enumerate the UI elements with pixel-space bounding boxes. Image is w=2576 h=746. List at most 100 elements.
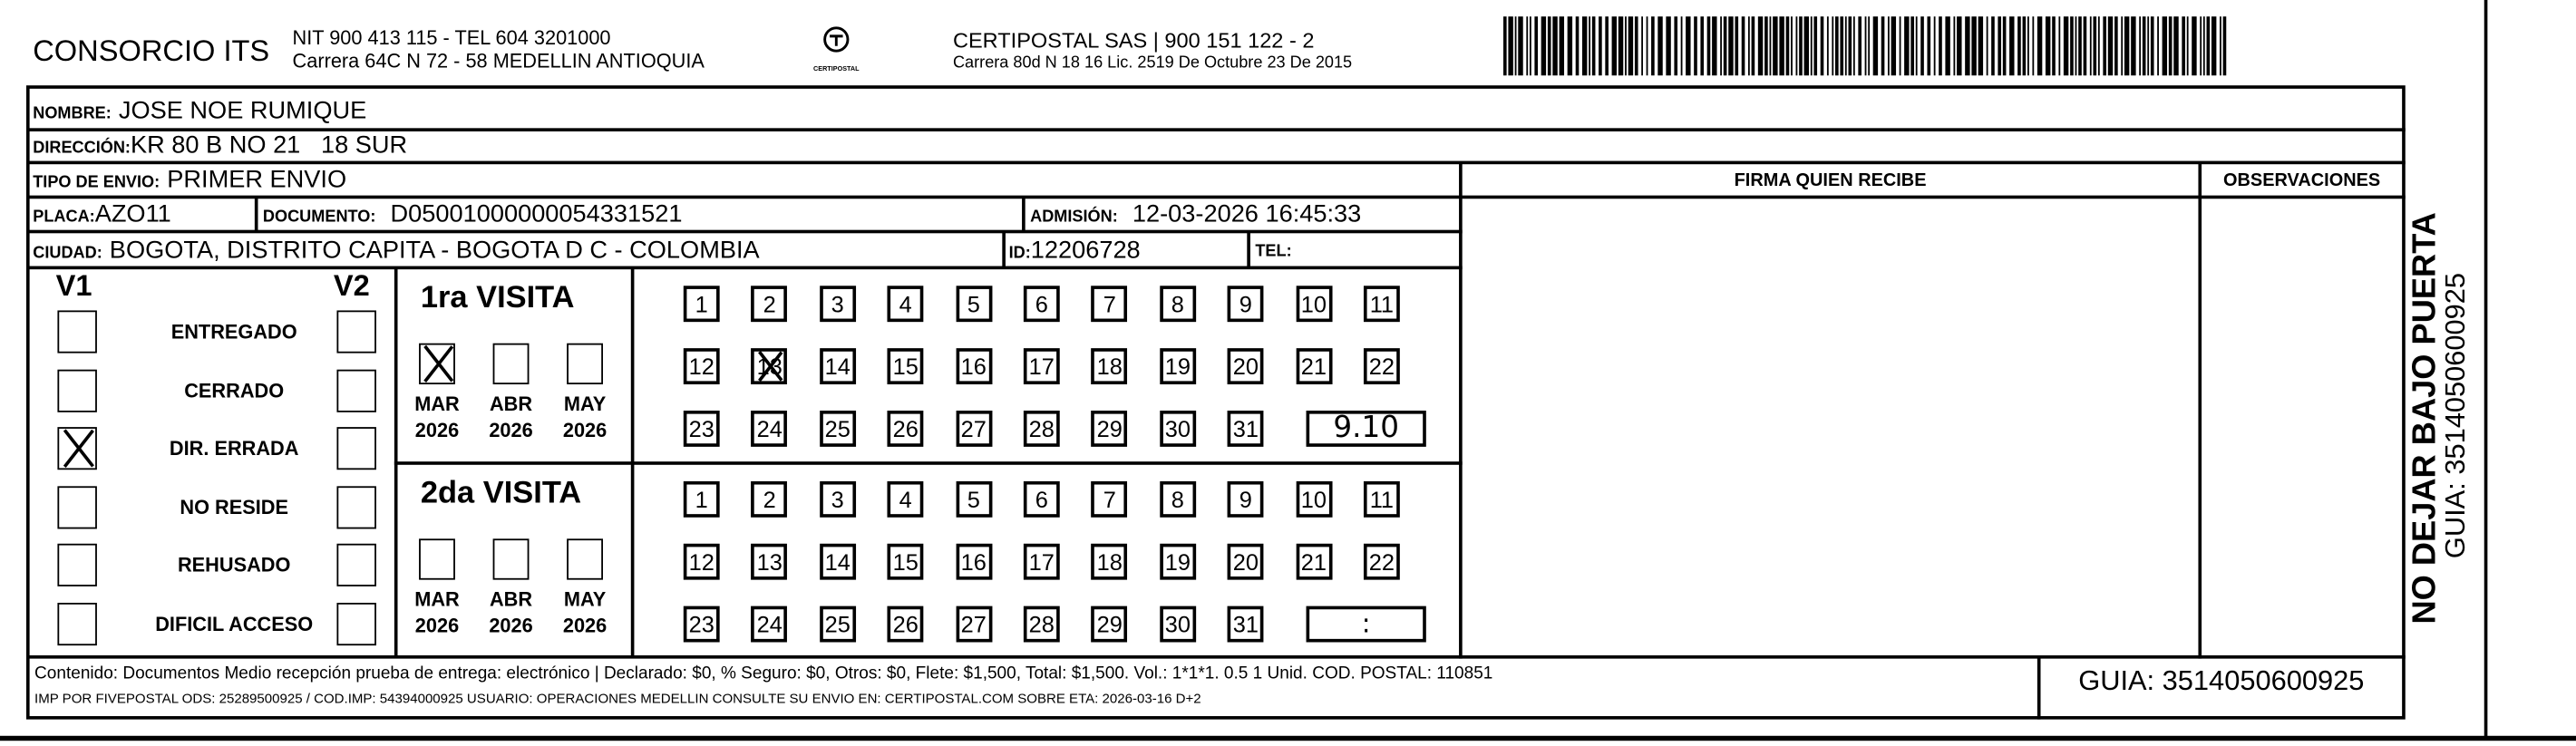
barcode-bar: [1832, 16, 1834, 76]
day-box[interactable]: 6: [1023, 286, 1060, 323]
barcode-bar: [1526, 16, 1529, 76]
day-box[interactable]: 16: [955, 348, 992, 385]
day-box[interactable]: 25: [819, 606, 856, 643]
day-box[interactable]: 27: [955, 606, 992, 643]
day-box[interactable]: 4: [887, 480, 924, 518]
day-box[interactable]: 3: [819, 286, 856, 323]
day-box[interactable]: 20: [1227, 348, 1264, 385]
day-box[interactable]: 21: [1295, 543, 1332, 580]
day-box[interactable]: 14: [819, 348, 856, 385]
day-box[interactable]: 4: [887, 286, 924, 323]
v1-checkbox[interactable]: [57, 602, 97, 645]
day-box[interactable]: 28: [1023, 606, 1060, 643]
v1-checkbox[interactable]: [57, 485, 97, 528]
time-box[interactable]: 9.10: [1306, 411, 1426, 447]
day-box[interactable]: 12: [683, 348, 720, 385]
v2-checkbox[interactable]: [336, 368, 376, 412]
v2-checkbox[interactable]: [336, 427, 376, 470]
day-box[interactable]: 26: [887, 606, 924, 643]
barcode-bar: [1891, 16, 1897, 76]
barcode-bar: [1534, 16, 1539, 76]
day-box[interactable]: 20: [1227, 543, 1264, 580]
day-box[interactable]: 25: [819, 411, 856, 447]
day-box[interactable]: 10: [1295, 480, 1332, 518]
day-box[interactable]: 29: [1091, 411, 1128, 447]
day-box[interactable]: 29: [1091, 606, 1128, 643]
day-box[interactable]: 24: [751, 606, 788, 643]
day-box[interactable]: 30: [1159, 606, 1196, 643]
month-checkbox[interactable]: [492, 538, 530, 580]
barcode-bar: [2063, 16, 2069, 76]
day-box[interactable]: 14: [819, 543, 856, 580]
day-box[interactable]: 24: [751, 411, 788, 447]
day-box[interactable]: 19: [1159, 348, 1196, 385]
v1-checkbox[interactable]: [57, 368, 97, 412]
day-box[interactable]: 9: [1227, 480, 1264, 518]
day-box[interactable]: 26: [887, 411, 924, 447]
day-box[interactable]: 22: [1363, 348, 1400, 385]
barcode-bar: [1915, 16, 1918, 76]
day-box[interactable]: 2: [751, 480, 788, 518]
day-box[interactable]: 8: [1159, 286, 1196, 323]
day-box[interactable]: 30: [1159, 411, 1196, 447]
day-box[interactable]: 15: [887, 348, 924, 385]
time-box[interactable]: :: [1306, 606, 1426, 643]
day-box[interactable]: 8: [1159, 480, 1196, 518]
day-box[interactable]: 19: [1159, 543, 1196, 580]
month-checkbox[interactable]: [419, 538, 455, 580]
day-box[interactable]: 18: [1091, 348, 1128, 385]
v1-checkbox[interactable]: [57, 427, 97, 470]
day-box[interactable]: 7: [1091, 286, 1128, 323]
v2-checkbox[interactable]: [336, 602, 376, 645]
month-checkbox[interactable]: [567, 343, 604, 385]
month-checkbox[interactable]: [419, 343, 455, 385]
v2-checkbox[interactable]: [336, 543, 376, 586]
day-box[interactable]: 21: [1295, 348, 1332, 385]
day-box[interactable]: 13: [751, 543, 788, 580]
signature-area[interactable]: [1463, 199, 2199, 655]
day-box[interactable]: 3: [819, 480, 856, 518]
day-box[interactable]: 9: [1227, 286, 1264, 323]
day-box[interactable]: 10: [1295, 286, 1332, 323]
day-box[interactable]: 7: [1091, 480, 1128, 518]
day-box[interactable]: 17: [1023, 543, 1060, 580]
barcode-bar: [1799, 16, 1803, 76]
v2-checkbox[interactable]: [336, 485, 376, 528]
day-box[interactable]: 22: [1363, 543, 1400, 580]
day-box[interactable]: 27: [955, 411, 992, 447]
day-box[interactable]: 1: [683, 286, 720, 323]
day-box[interactable]: 31: [1227, 606, 1264, 643]
day-box[interactable]: 5: [955, 480, 992, 518]
day-box[interactable]: 23: [683, 606, 720, 643]
day-box[interactable]: 1: [683, 480, 720, 518]
v1-checkbox[interactable]: [57, 543, 97, 586]
day-box[interactable]: 12: [683, 543, 720, 580]
day-box[interactable]: 23: [683, 411, 720, 447]
id-field: ID:12206728: [1008, 236, 1141, 265]
barcode-bar: [2052, 16, 2056, 76]
day-box[interactable]: 6: [1023, 480, 1060, 518]
documento-value: D05001000000054331521: [390, 200, 683, 228]
day-box[interactable]: 13: [751, 348, 788, 385]
month-checkbox[interactable]: [492, 343, 530, 385]
day-box[interactable]: 16: [955, 543, 992, 580]
day-box[interactable]: 31: [1227, 411, 1264, 447]
day-box[interactable]: 17: [1023, 348, 1060, 385]
barcode-bar: [1694, 16, 1697, 76]
day-box[interactable]: 28: [1023, 411, 1060, 447]
barcode-bar: [1881, 16, 1885, 76]
day-box[interactable]: 2: [751, 286, 788, 323]
visit-title: 1ra VISITA: [420, 280, 575, 315]
direccion-field: DIRECCIÓN:KR 80 B NO 21 18 SUR: [33, 131, 408, 160]
carrier-name: CERTIPOSTAL SAS | 900 151 122 - 2: [952, 27, 1315, 53]
barcode-bar: [1795, 16, 1798, 76]
v1-checkbox[interactable]: [57, 310, 97, 354]
day-box[interactable]: 11: [1363, 286, 1400, 323]
day-box[interactable]: 5: [955, 286, 992, 323]
month-checkbox[interactable]: [567, 538, 604, 580]
day-box[interactable]: 18: [1091, 543, 1128, 580]
day-box[interactable]: 15: [887, 543, 924, 580]
observations-area[interactable]: [2202, 199, 2402, 655]
day-box[interactable]: 11: [1363, 480, 1400, 518]
v2-checkbox[interactable]: [336, 310, 376, 354]
